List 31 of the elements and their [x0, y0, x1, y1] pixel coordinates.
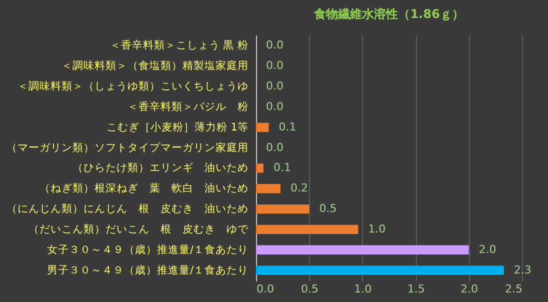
data-label: 2.0	[478, 242, 496, 256]
x-tick-label: 0.5	[300, 282, 318, 296]
data-label: 1.0	[368, 222, 386, 236]
y-tick-label: （ひらたけ類）エリンギ 油いため	[72, 161, 248, 174]
data-label: 0.0	[266, 59, 284, 72]
y-tick-label: 女子３０～４９（歳）推進量/１食あたり	[46, 242, 248, 256]
y-tick-label: ＜香辛料類＞バジル 粉	[128, 100, 248, 113]
x-tick-label: 1.0	[354, 282, 372, 296]
data-label: 0.0	[266, 38, 284, 52]
data-label: 0.1	[273, 161, 291, 174]
data-label: 2.3	[514, 263, 532, 276]
y-tick-label: （マーガリン類）ソフトタイプマーガリン家庭用	[6, 140, 248, 154]
y-tick-label: ＜調味料類＞（しょうゆ類）こいくちしょうゆ	[18, 80, 248, 93]
data-label: 0.1	[278, 120, 296, 134]
data-label: 0.5	[319, 202, 337, 216]
x-tick-label: 2.0	[460, 282, 478, 296]
y-tick-label: 男子３０～４９（歳）推進量/１食あたり	[46, 263, 248, 276]
data-label: 0.0	[266, 140, 284, 154]
x-tick-label: 1.5	[407, 282, 425, 296]
y-tick-label: こむぎ［小麦粉］薄力粉 1等	[106, 120, 248, 134]
y-tick-label: ＜香辛料類＞こしょう 黒 粉	[110, 38, 248, 52]
x-tick-label: 2.5	[505, 282, 522, 296]
data-label: 0.0	[266, 100, 284, 113]
y-tick-label: （にんじん類）にんじん 根 皮むき 油いため	[6, 202, 248, 216]
y-tick-label: ＜調味料類＞（食塩類）精製塩家庭用	[62, 59, 248, 72]
x-tick-label: 0.0	[256, 282, 274, 296]
data-label: 0.2	[290, 182, 308, 195]
data-label: 0.0	[266, 80, 284, 93]
y-tick-label: （だいこん類）だいこん 根 皮むき ゆで	[28, 222, 250, 236]
y-tick-label: （ねぎ類）根深ねぎ 葉 軟白 油いため	[40, 182, 248, 195]
chart-title: 食物繊維水溶性（1.86ｇ）	[313, 7, 464, 21]
